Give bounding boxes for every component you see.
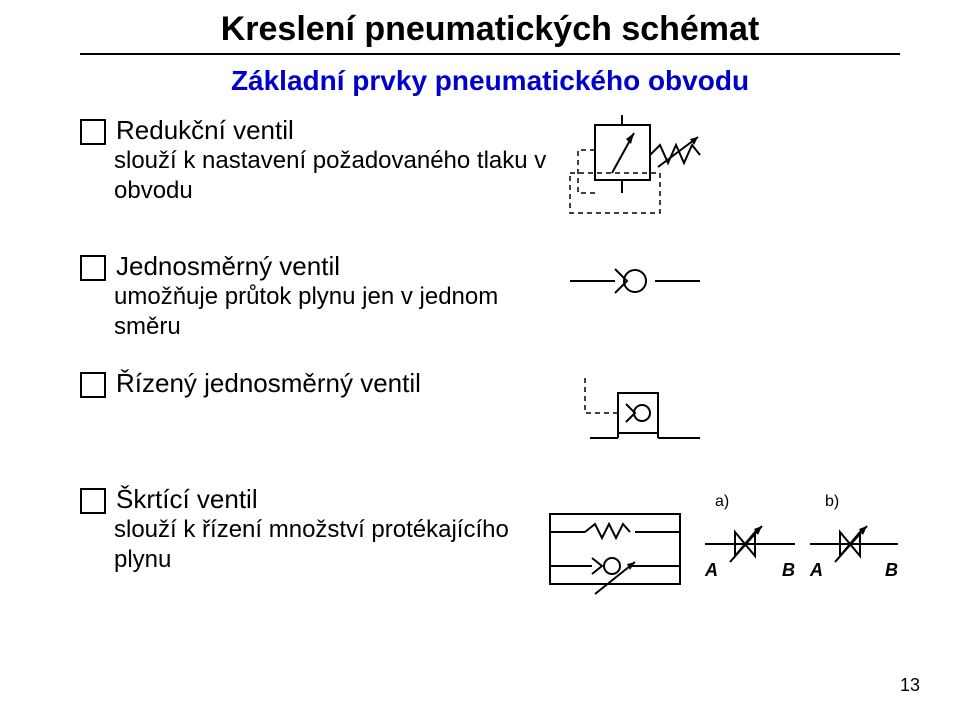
item-row: Škrtící ventil slouží k řízení množství …	[80, 484, 900, 614]
label-A2: A	[809, 560, 823, 580]
bullet-icon	[80, 255, 106, 281]
symbol-reducing-valve	[560, 115, 900, 225]
bullet-icon	[80, 119, 106, 145]
item-head: Škrtící ventil	[80, 484, 540, 515]
page-title: Kreslení pneumatických schémat	[80, 10, 900, 49]
page-subtitle: Základní prvky pneumatického obvodu	[80, 65, 900, 97]
item-row: Jednosměrný ventil umožňuje průtok plynu…	[80, 251, 900, 342]
item-head-text: Redukční ventil	[116, 115, 294, 146]
bullet-icon	[80, 488, 106, 514]
item-row: Redukční ventil slouží k nastavení požad…	[80, 115, 900, 225]
label-B: B	[782, 560, 795, 580]
item-head: Jednosměrný ventil	[80, 251, 560, 282]
title-rule	[80, 53, 900, 55]
page-number: 13	[900, 675, 920, 696]
item-row: Řízený jednosměrný ventil	[80, 368, 900, 458]
symbol-pilot-check-valve	[560, 368, 900, 458]
item-head: Redukční ventil	[80, 115, 560, 146]
bullet-icon	[80, 372, 106, 398]
item-head-text: Jednosměrný ventil	[116, 251, 340, 282]
item-desc: umožňuje průtok plynu jen v jednom směru	[114, 282, 560, 342]
label-a: a)	[715, 493, 729, 510]
symbol-throttle-valves: a) A B b) A B	[540, 484, 900, 614]
item-head: Řízený jednosměrný ventil	[80, 368, 560, 399]
item-desc: slouží k řízení množství protékajícího p…	[114, 515, 540, 575]
symbol-check-valve	[560, 251, 900, 311]
item-desc: slouží k nastavení požadovaného tlaku v …	[114, 146, 560, 206]
item-head-text: Řízený jednosměrný ventil	[116, 368, 421, 399]
label-B2: B	[885, 560, 898, 580]
item-head-text: Škrtící ventil	[116, 484, 258, 515]
label-A: A	[704, 560, 718, 580]
label-b: b)	[825, 493, 839, 510]
